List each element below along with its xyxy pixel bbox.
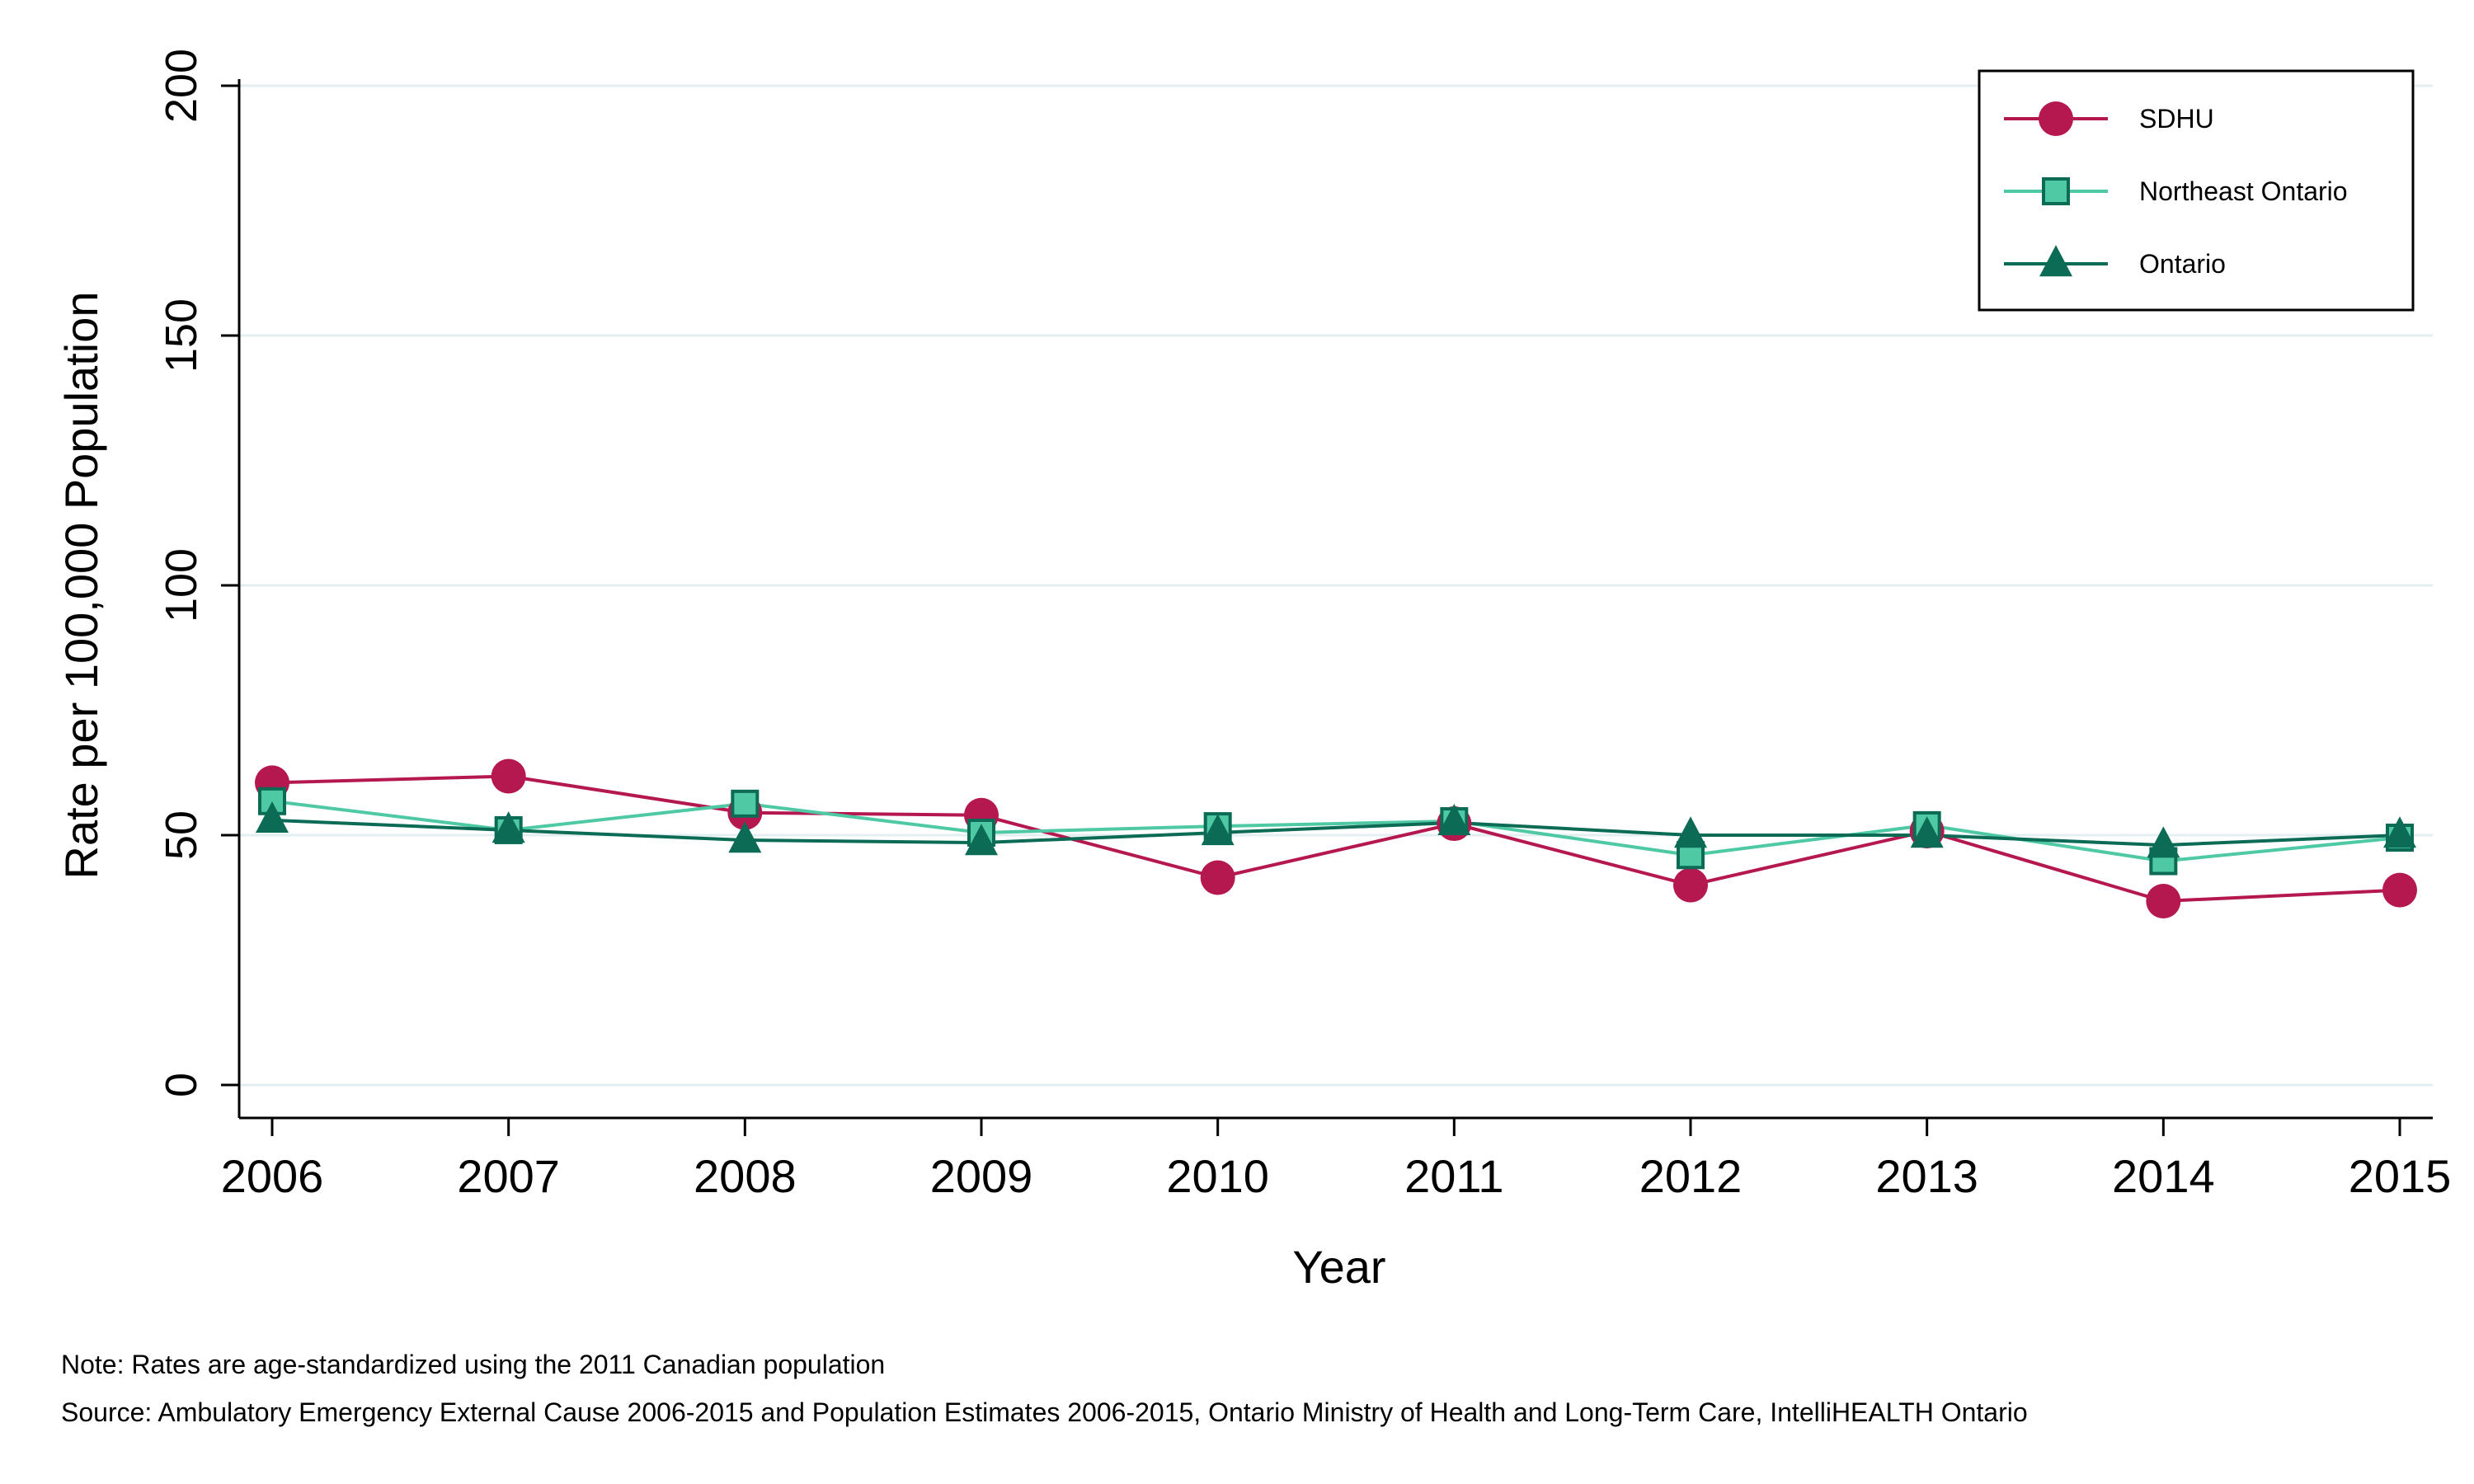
y-tick-label: 100 [157, 548, 206, 622]
data-point-ontario [1201, 814, 1235, 846]
data-point-ontario [2383, 816, 2416, 848]
legend-label-northeast-ontario: Northeast Ontario [2139, 176, 2348, 206]
series-line-ontario [271, 818, 2401, 848]
data-point-northeast-ontario [731, 789, 760, 818]
x-tick-label: 2008 [694, 1150, 797, 1202]
data-point-ontario [1910, 816, 1944, 848]
data-point-ontario [256, 801, 289, 834]
footnotes: Note: Rates are age-standardized using t… [61, 1341, 2028, 1436]
y-tick-label: 150 [157, 298, 206, 373]
legend: SDHU Northeast Ontario Ontario [1978, 69, 2415, 312]
source-text: Source: Ambulatory Emergency External Ca… [61, 1397, 2028, 1427]
x-tick-label: 2007 [457, 1150, 560, 1202]
legend-marker-sdhu [2039, 101, 2073, 136]
legend-marker-northeast-ontario [2042, 177, 2070, 205]
data-point-ontario [965, 824, 998, 856]
x-tick-label: 2011 [1404, 1150, 1503, 1202]
y-tick-label: 50 [157, 810, 206, 860]
y-ticks: 0 50 100 150 200 [157, 49, 239, 1097]
legend-label-sdhu: SDHU [2139, 104, 2214, 134]
data-point-sdhu [491, 758, 526, 794]
series-line-sdhu [271, 774, 2401, 904]
axes [238, 79, 2433, 1120]
data-point-sdhu [2146, 883, 2181, 918]
y-tick-label: 0 [157, 1073, 206, 1097]
y-axis-title: Rate per 100,000 Population [55, 292, 107, 880]
data-point-sdhu [1200, 860, 1235, 895]
data-point-sdhu [2382, 872, 2417, 908]
note-text: Note: Rates are age-standardized using t… [61, 1350, 886, 1379]
legend-marker-ontario [2039, 245, 2072, 277]
legend-label-ontario: Ontario [2139, 249, 2226, 279]
x-tick-label: 2014 [2112, 1150, 2215, 1202]
data-point-ontario [1674, 816, 1707, 848]
series-line-northeast-ontario [271, 799, 2401, 863]
x-axis-title: Year [1292, 1241, 1385, 1293]
x-tick-label: 2009 [930, 1150, 1033, 1202]
x-tick-label: 2012 [1639, 1150, 1743, 1202]
x-tick-label: 2013 [1875, 1150, 1978, 1202]
y-tick-label: 200 [157, 49, 206, 123]
data-point-ontario [2147, 826, 2180, 858]
x-tick-label: 2010 [1166, 1150, 1269, 1202]
series-layer [255, 758, 2417, 918]
data-point-ontario [728, 821, 762, 853]
data-point-ontario [1437, 804, 1471, 836]
x-ticks: 2006 2007 2008 2009 2010 2011 2012 2013 2014 2015 [221, 1118, 2452, 1202]
x-tick-label: 2015 [2349, 1150, 2452, 1202]
data-point-sdhu [1673, 867, 1708, 903]
legend-items: SDHU Northeast Ontario Ontario [2004, 101, 2348, 279]
x-tick-label: 2006 [221, 1150, 324, 1202]
data-point-ontario [492, 811, 525, 843]
